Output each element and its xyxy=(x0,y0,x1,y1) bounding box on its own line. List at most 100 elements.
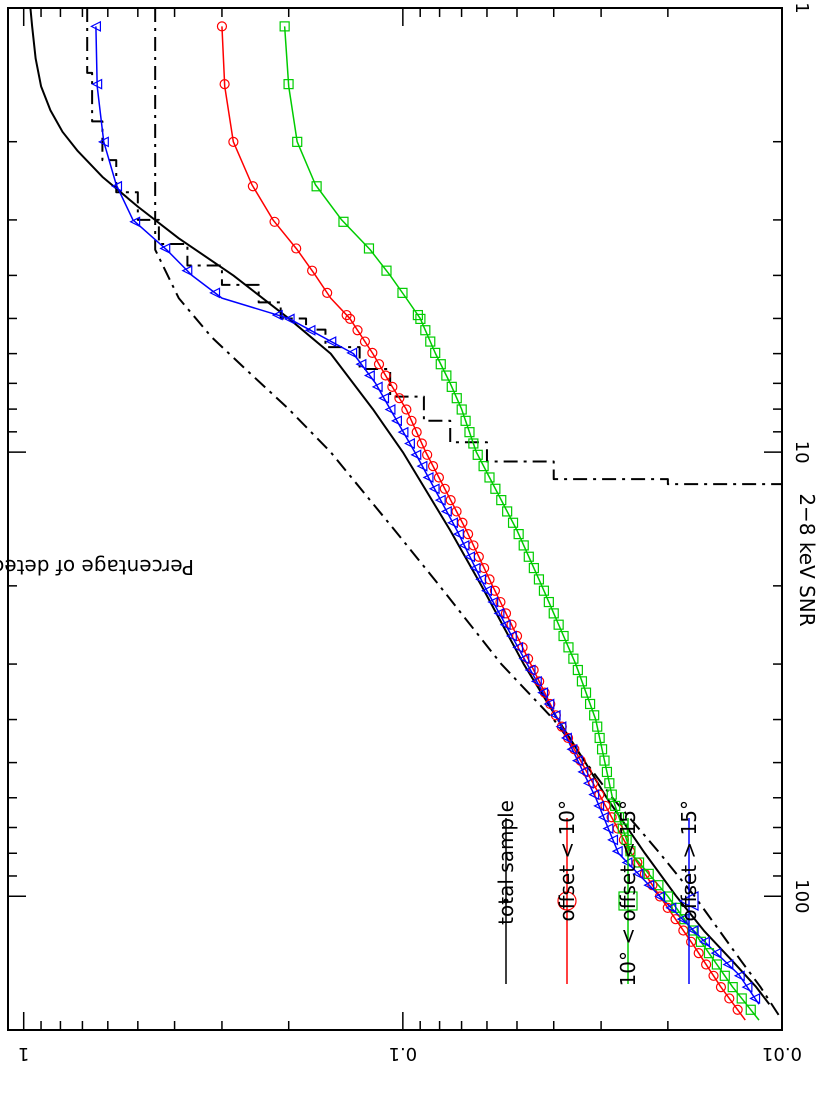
series-marker-4 xyxy=(580,687,592,698)
legend-label: offset > 15° xyxy=(677,800,701,922)
series-marker-3 xyxy=(411,427,422,438)
series-marker-4 xyxy=(553,619,564,630)
series-marker-5 xyxy=(741,981,753,993)
series-marker-4 xyxy=(719,970,730,981)
series-marker-4 xyxy=(695,936,707,947)
series-marker-3 xyxy=(359,336,371,347)
series-marker-4 xyxy=(589,710,600,721)
series-marker-4 xyxy=(576,676,588,687)
legend-marker xyxy=(618,891,638,911)
plot-frame xyxy=(7,7,783,1031)
series-marker-4 xyxy=(533,574,545,585)
series-marker-4 xyxy=(606,789,617,800)
series-marker-5 xyxy=(499,619,511,631)
series-marker-4 xyxy=(592,721,603,732)
series-marker-5 xyxy=(593,800,605,812)
series-marker-3 xyxy=(708,970,719,981)
series-marker-4 xyxy=(468,438,479,449)
series-marker-3 xyxy=(247,181,258,192)
series-marker-5 xyxy=(469,562,481,574)
series-marker-5 xyxy=(181,265,193,277)
series-marker-5 xyxy=(90,20,102,32)
series-marker-4 xyxy=(460,415,471,426)
series-marker-5 xyxy=(722,959,734,970)
series-marker-3 xyxy=(380,370,391,381)
series-marker-3 xyxy=(511,630,523,642)
series-marker-3 xyxy=(367,347,378,358)
series-marker-5 xyxy=(687,925,699,936)
series-marker-5 xyxy=(91,78,103,90)
series-marker-5 xyxy=(111,180,123,192)
series-marker-4 xyxy=(279,21,290,32)
series-marker-4 xyxy=(596,744,608,755)
series-marker-4 xyxy=(446,381,457,392)
series-marker-3 xyxy=(345,313,356,325)
series-marker-4 xyxy=(523,551,534,562)
legend-label: offset < 10° xyxy=(555,800,579,922)
series-marker-4 xyxy=(435,359,446,370)
series-marker-3 xyxy=(594,789,605,800)
series-marker-3 xyxy=(715,982,727,993)
series-marker-4 xyxy=(397,287,408,298)
series-marker-3 xyxy=(569,744,580,755)
series-marker-4 xyxy=(538,585,550,596)
x-tick-label: 1 xyxy=(791,2,812,13)
series-marker-4 xyxy=(502,506,513,517)
series-marker-5 xyxy=(749,992,761,1004)
series-layer xyxy=(29,7,783,1021)
series-marker-5 xyxy=(524,664,536,676)
y-axis-label: Percentage of detections (> SNR) xyxy=(0,555,194,579)
series-marker-5 xyxy=(410,449,422,461)
series-marker-5 xyxy=(602,823,614,835)
series-marker-4 xyxy=(662,891,674,902)
series-marker-3 xyxy=(291,243,302,254)
series-marker-4 xyxy=(563,642,574,653)
series-marker-4 xyxy=(420,325,431,336)
series-marker-3 xyxy=(269,216,280,227)
series-marker-5 xyxy=(543,698,555,710)
series-marker-5 xyxy=(560,732,572,744)
series-marker-5 xyxy=(654,891,666,902)
series-marker-5 xyxy=(416,460,428,472)
series-marker-5 xyxy=(611,845,623,857)
series-marker-5 xyxy=(481,585,493,597)
series-marker-4 xyxy=(643,868,654,879)
series-marker-5 xyxy=(665,902,677,914)
series-marker-3 xyxy=(489,585,501,596)
series-marker-5 xyxy=(458,539,470,551)
series-marker-4 xyxy=(456,404,467,415)
series-marker-3 xyxy=(406,415,417,426)
series-marker-3 xyxy=(433,472,445,483)
series-marker-5 xyxy=(549,709,561,721)
legend-marker xyxy=(557,891,577,911)
series-marker-4 xyxy=(568,653,579,664)
series-marker-5 xyxy=(733,970,745,982)
series-marker-5 xyxy=(440,505,452,517)
series-marker-3 xyxy=(732,1004,743,1015)
series-marker-4 xyxy=(430,347,441,358)
series-marker-3 xyxy=(307,265,318,276)
series-marker-5 xyxy=(325,336,337,348)
series-marker-5 xyxy=(97,136,109,148)
series-marker-5 xyxy=(384,404,396,415)
series-marker-5 xyxy=(597,811,609,823)
legend-marker xyxy=(678,891,699,911)
plot-border xyxy=(7,7,783,1031)
series-marker-4 xyxy=(507,517,519,528)
series-marker-4 xyxy=(601,766,613,778)
series-line-0 xyxy=(29,7,771,1005)
series-marker-4 xyxy=(703,948,715,959)
series-marker-3 xyxy=(575,755,586,766)
x-tick-label: 10 xyxy=(791,441,812,464)
series-marker-3 xyxy=(686,936,697,947)
series-marker-4 xyxy=(528,562,539,574)
series-marker-4 xyxy=(594,732,605,744)
series-marker-4 xyxy=(745,1004,756,1015)
series-marker-4 xyxy=(415,313,426,325)
legend-label: total sample xyxy=(494,800,518,925)
series-marker-4 xyxy=(736,993,747,1004)
series-marker-4 xyxy=(412,309,423,321)
series-marker-3 xyxy=(439,483,450,494)
series-marker-3 xyxy=(600,800,611,812)
